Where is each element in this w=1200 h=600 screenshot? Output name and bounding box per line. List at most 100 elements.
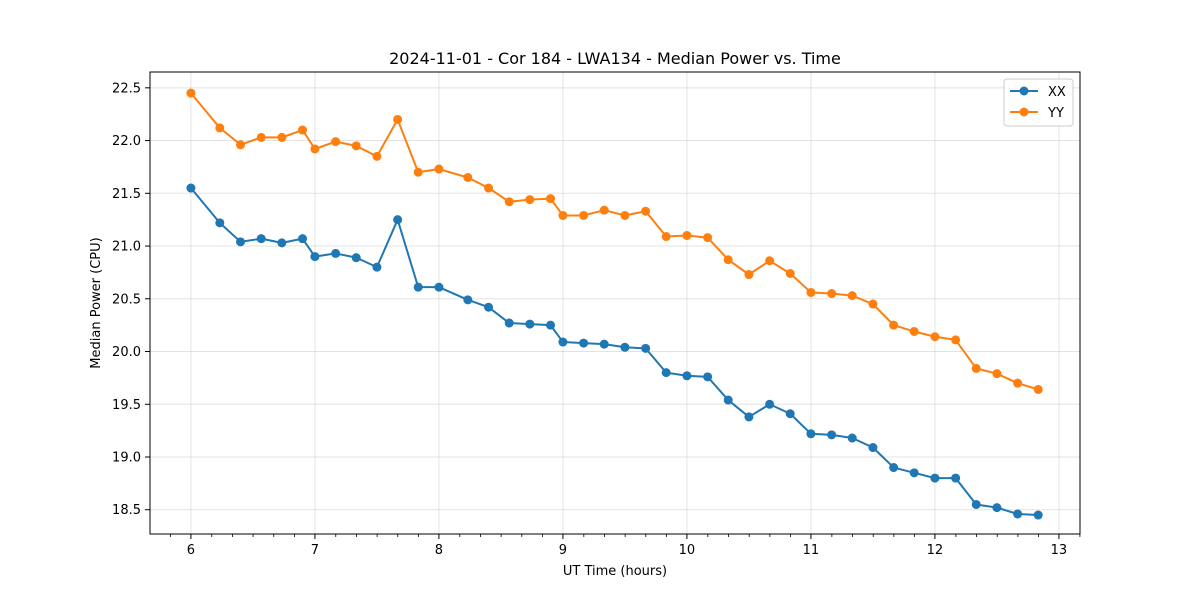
series-yy-point [661,232,671,242]
series-layer [186,88,1043,520]
series-xx-point [1033,510,1043,520]
x-tick-label: 13 [1051,543,1068,558]
series-yy-point [236,140,246,150]
series-xx-point [463,295,473,305]
series-xx-point [661,368,671,378]
y-axis-title: Median Power (CPU) [89,237,104,368]
series-yy-point [484,183,494,193]
series-yy-point [868,299,878,309]
series-yy-point [393,114,403,124]
series-xx-point [620,342,630,352]
legend-xx-label: XX [1048,85,1066,100]
series-xx-point [331,248,341,258]
legend-yy-label: YY [1047,106,1064,121]
series-yy-point [504,197,514,207]
series-xx-point [579,338,589,348]
series-xx-point [765,399,775,409]
series-xx-point [310,252,320,262]
series-yy-point [847,291,857,301]
series-xx-point [744,412,754,422]
series-xx-point [847,433,857,443]
series-yy-point [703,233,713,243]
series-xx-point [806,429,816,439]
series-yy-point [298,125,308,135]
series-xx-point [992,503,1002,513]
series-xx-point [393,215,403,225]
series-yy-point [992,369,1002,379]
series-yy-point [579,210,589,220]
series-yy-point [413,167,423,177]
series-yy-point [641,206,651,216]
x-tick-label: 6 [187,543,195,558]
x-tick-label: 11 [803,543,820,558]
x-tick-label: 7 [311,543,319,558]
series-xx-point [558,337,568,347]
series-yy-point [215,123,225,133]
legend: XX YY [1003,78,1074,127]
chart-title: 2024-11-01 - Cor 184 - LWA134 - Median P… [389,49,841,68]
series-xx-point [599,339,609,349]
y-tick-label: 21.5 [112,187,141,202]
y-tick-label: 21.0 [112,240,141,255]
series-yy-point [372,151,382,161]
series-xx-point [723,395,733,405]
legend-xx-marker [1019,86,1029,96]
x-tick-label: 12 [927,543,944,558]
series-xx-point [372,262,382,272]
series-xx-point [868,443,878,453]
series-yy-point [351,141,361,151]
plot-frame [149,71,1081,535]
series-yy-point [909,326,919,336]
y-tick-label: 19.0 [112,451,141,466]
series-xx-point [186,183,196,193]
y-tick-label: 20.5 [112,292,141,307]
series-yy-point [889,320,899,330]
series-xx-point [277,238,287,248]
x-tick-label: 10 [679,543,696,558]
series-xx-point [256,234,266,244]
y-tick-label: 22.0 [112,134,141,149]
series-xx-point [951,473,961,483]
x-tick-label: 9 [559,543,567,558]
legend-yy-marker [1019,107,1029,117]
series-yy-point [256,132,266,142]
series-xx-point [971,499,981,509]
series-yy-point [277,132,287,142]
series-yy-point [620,210,630,220]
series-yy-point [765,256,775,266]
series-yy-point [785,268,795,278]
series-xx-point [827,430,837,440]
series-yy-point [930,332,940,342]
series-xx-point [504,318,514,328]
series-yy-point [463,172,473,182]
x-axis-title: UT Time (hours) [563,564,667,579]
series-yy-point [525,195,535,205]
y-tick-label: 20.0 [112,345,141,360]
series-xx-point [298,234,308,244]
series-xx-point [484,302,494,312]
series-xx-point [1013,509,1023,519]
series-yy-point [186,88,196,98]
series-yy-point [806,287,816,297]
series-yy-point [971,363,981,373]
y-tick-label: 18.5 [112,503,141,518]
y-tick-label: 22.5 [112,81,141,96]
series-xx-point [889,463,899,473]
series-yy-point [951,335,961,345]
series-yy-point [599,205,609,215]
series-xx-point [682,371,692,381]
tick-layer: 6 7 8 9 10 11 12 13 18.5 19.0 19.5 20.0 20.5 21.0 21.5… [112,81,1081,558]
series-yy-point [546,194,556,204]
series-yy-point [310,144,320,154]
series-xx-point [434,282,444,292]
series-xx-point [413,282,423,292]
series-yy-point [723,255,733,265]
series-yy-point [827,289,837,299]
series-xx-point [909,468,919,478]
series-yy-point [434,164,444,174]
series-xx-point [785,409,795,419]
series-xx-point [546,320,556,330]
series-xx-point [703,372,713,382]
